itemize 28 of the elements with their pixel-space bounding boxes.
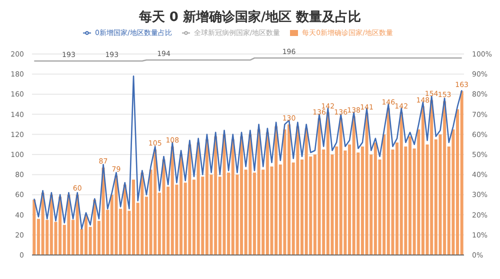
bar xyxy=(386,108,390,255)
bar xyxy=(257,129,260,255)
bar xyxy=(123,184,126,255)
bar xyxy=(339,118,342,255)
bar xyxy=(304,128,308,255)
bar xyxy=(32,200,36,255)
bar xyxy=(154,149,157,255)
bar xyxy=(248,134,252,255)
bar xyxy=(140,172,144,255)
bar xyxy=(196,142,200,255)
bar xyxy=(266,132,269,255)
chart-title: 每天 0 新增确诊国家/地区 数量及占比 xyxy=(138,8,362,27)
bar xyxy=(374,142,377,255)
bar xyxy=(296,126,300,255)
bar xyxy=(114,176,118,255)
bar xyxy=(326,112,330,255)
bar xyxy=(231,139,234,255)
bar xyxy=(170,146,174,255)
bar xyxy=(214,136,218,255)
bar xyxy=(430,100,434,255)
bar xyxy=(188,144,192,255)
bar xyxy=(352,116,356,255)
bar xyxy=(400,112,403,255)
bar xyxy=(222,134,226,255)
bar xyxy=(460,91,464,255)
bar xyxy=(162,160,166,255)
bar xyxy=(365,113,368,255)
bar xyxy=(318,118,321,255)
